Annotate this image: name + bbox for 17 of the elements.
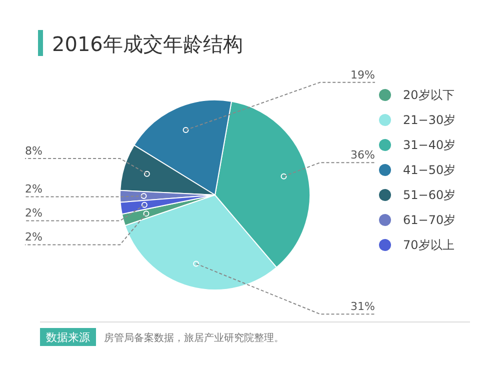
legend-label: 61−70岁 <box>403 213 456 227</box>
chart-title: 2016年成交年龄结构 <box>52 32 243 56</box>
legend-label: 20岁以下 <box>403 88 454 102</box>
data-label: 8% <box>25 144 42 158</box>
data-label: 36% <box>350 148 375 162</box>
data-label: 2% <box>25 230 42 244</box>
legend-label: 51−60岁 <box>403 188 456 202</box>
legend-label: 70岁以上 <box>403 238 454 252</box>
text: 房管局备案数据，旅居产业研究院整理。 <box>104 332 284 344</box>
data-label: 19% <box>350 68 375 82</box>
legend-label: 41−50岁 <box>403 163 456 177</box>
text: 数据来源 <box>46 331 90 344</box>
data-label: 2% <box>25 206 42 220</box>
legend-label: 21−30岁 <box>403 113 456 127</box>
legend-label: 31−40岁 <box>403 138 456 152</box>
data-label: 2% <box>25 182 42 196</box>
data-label: 31% <box>350 300 375 314</box>
